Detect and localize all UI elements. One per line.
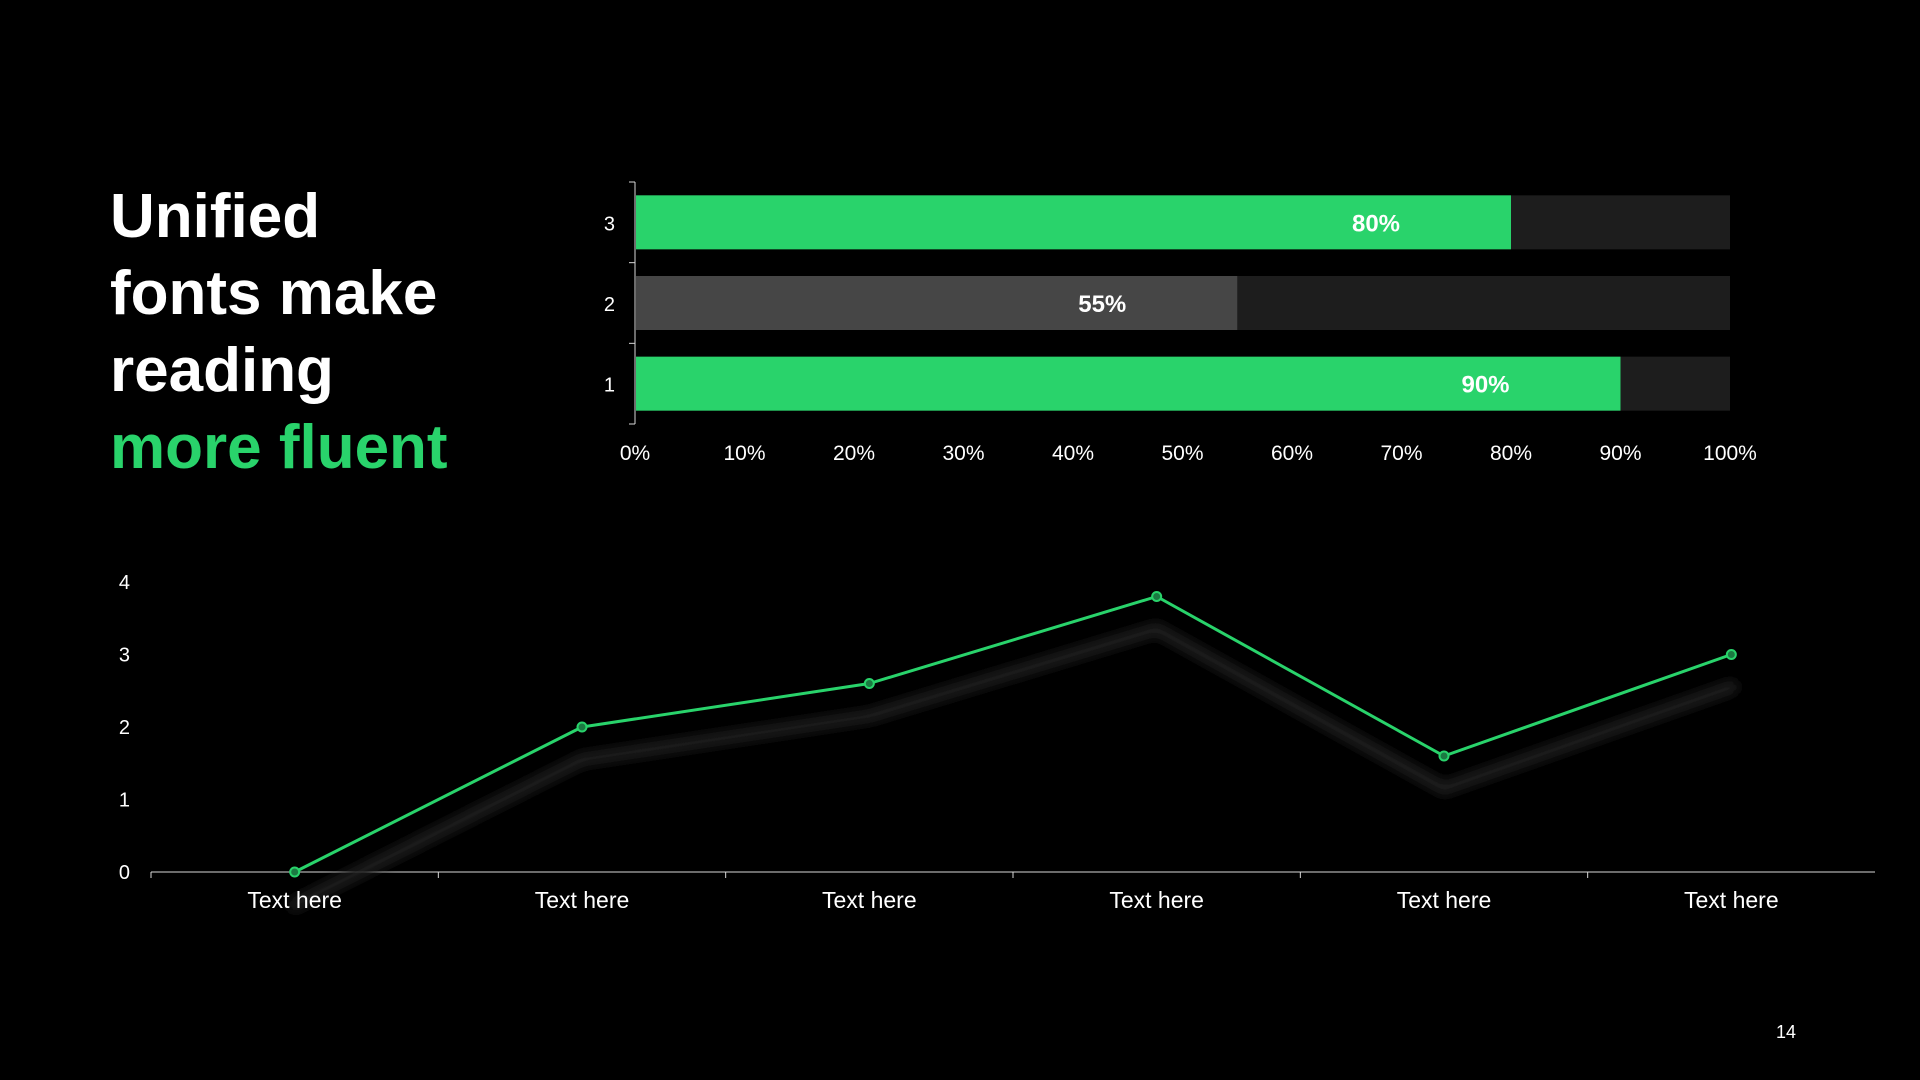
bar-category-label: 2 xyxy=(604,294,615,316)
line-x-tick-label: Text here xyxy=(1397,887,1492,913)
bar-x-tick-label: 70% xyxy=(1380,442,1422,465)
line-y-tick-label: 1 xyxy=(119,790,130,812)
title-line-1: Unified xyxy=(110,182,321,251)
line-point xyxy=(863,678,875,689)
line-point xyxy=(1438,750,1450,762)
line-shadow xyxy=(287,622,1739,912)
bar-x-tick-label: 40% xyxy=(1052,442,1094,465)
bar xyxy=(636,276,1238,330)
bar xyxy=(636,195,1511,250)
line-x-tick-label: Text here xyxy=(822,887,917,913)
bar-x-tick-label: 100% xyxy=(1703,442,1757,465)
line-y-tick-label: 3 xyxy=(119,645,130,667)
line-point xyxy=(576,721,588,733)
title-accent: more fluent xyxy=(110,413,448,482)
line-y-tick-label: 4 xyxy=(119,572,130,594)
bar-category-label: 1 xyxy=(604,375,615,397)
title-line-3: reading xyxy=(110,336,334,405)
slide-title: Unified fonts make reading more fluent xyxy=(110,178,530,486)
bar-x-tick-label: 0% xyxy=(620,442,650,465)
line-x-tick-label: Text here xyxy=(1684,887,1779,913)
bar-x-tick-label: 60% xyxy=(1271,442,1313,465)
bar-x-tick-label: 10% xyxy=(723,442,765,465)
bar-x-tick-label: 90% xyxy=(1599,442,1641,465)
line-point xyxy=(289,866,301,878)
page-number: 14 xyxy=(1776,1022,1797,1042)
bar-value-label: 90% xyxy=(1461,372,1509,399)
line-point xyxy=(1151,591,1163,602)
line-x-tick-label: Text here xyxy=(1109,887,1204,913)
bar-category-label: 3 xyxy=(604,213,615,235)
bar-x-tick-label: 30% xyxy=(942,442,984,465)
title-line-2: fonts make xyxy=(110,259,438,328)
bar-value-label: 80% xyxy=(1352,210,1400,237)
line-series xyxy=(293,595,1732,874)
line-point xyxy=(1725,649,1737,660)
bar-x-tick-label: 50% xyxy=(1161,442,1203,465)
bar-x-tick-label: 20% xyxy=(833,442,875,465)
bar-x-tick-label: 80% xyxy=(1490,442,1532,465)
bar xyxy=(636,356,1621,411)
line-x-tick-label: Text here xyxy=(247,887,342,913)
line-y-tick-label: 0 xyxy=(119,862,130,884)
bar-value-label: 55% xyxy=(1078,291,1126,318)
line-x-tick-label: Text here xyxy=(535,887,630,913)
line-y-tick-label: 2 xyxy=(119,717,130,739)
bar-chart: 90%155%280%30% 10% 20% 30% 40% 50% 60% 70% 80% 90… xyxy=(604,181,1757,465)
